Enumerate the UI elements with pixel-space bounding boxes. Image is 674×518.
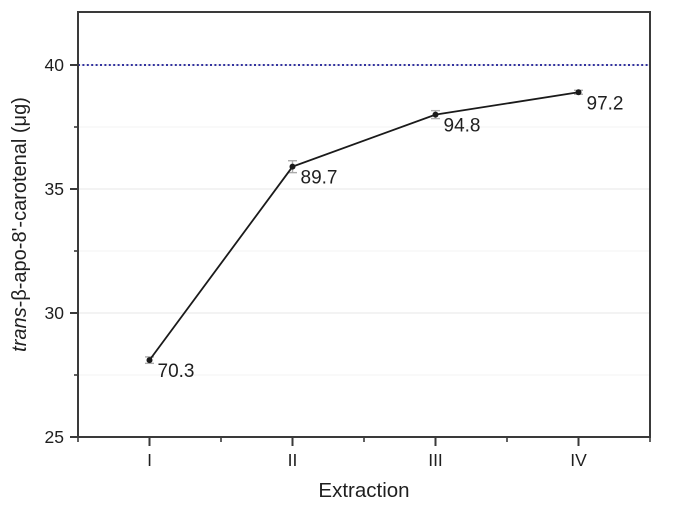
y-axis-title: trans-β-apo-8'-carotenal (μg)	[9, 97, 31, 352]
point-label: 70.3	[158, 361, 195, 382]
point-label: 89.7	[301, 168, 338, 189]
y-tick-label: 35	[45, 179, 64, 199]
x-tick-label: IV	[570, 450, 587, 470]
plot-frame	[77, 11, 651, 438]
y-tick-label: 30	[45, 303, 65, 323]
point-label: 97.2	[587, 93, 624, 114]
data-point	[432, 111, 439, 118]
x-tick-label: I	[147, 450, 152, 470]
x-tick-label: III	[428, 450, 443, 470]
x-tick-label: II	[288, 450, 298, 470]
data-line	[148, 91, 579, 361]
x-axis-title: Extraction	[318, 479, 409, 502]
data-point	[575, 89, 582, 96]
data-point	[289, 163, 296, 170]
y-tick-label: 40	[45, 55, 65, 75]
data-point	[146, 357, 153, 364]
point-label: 94.8	[444, 116, 481, 137]
y-tick-label: 25	[45, 427, 64, 447]
